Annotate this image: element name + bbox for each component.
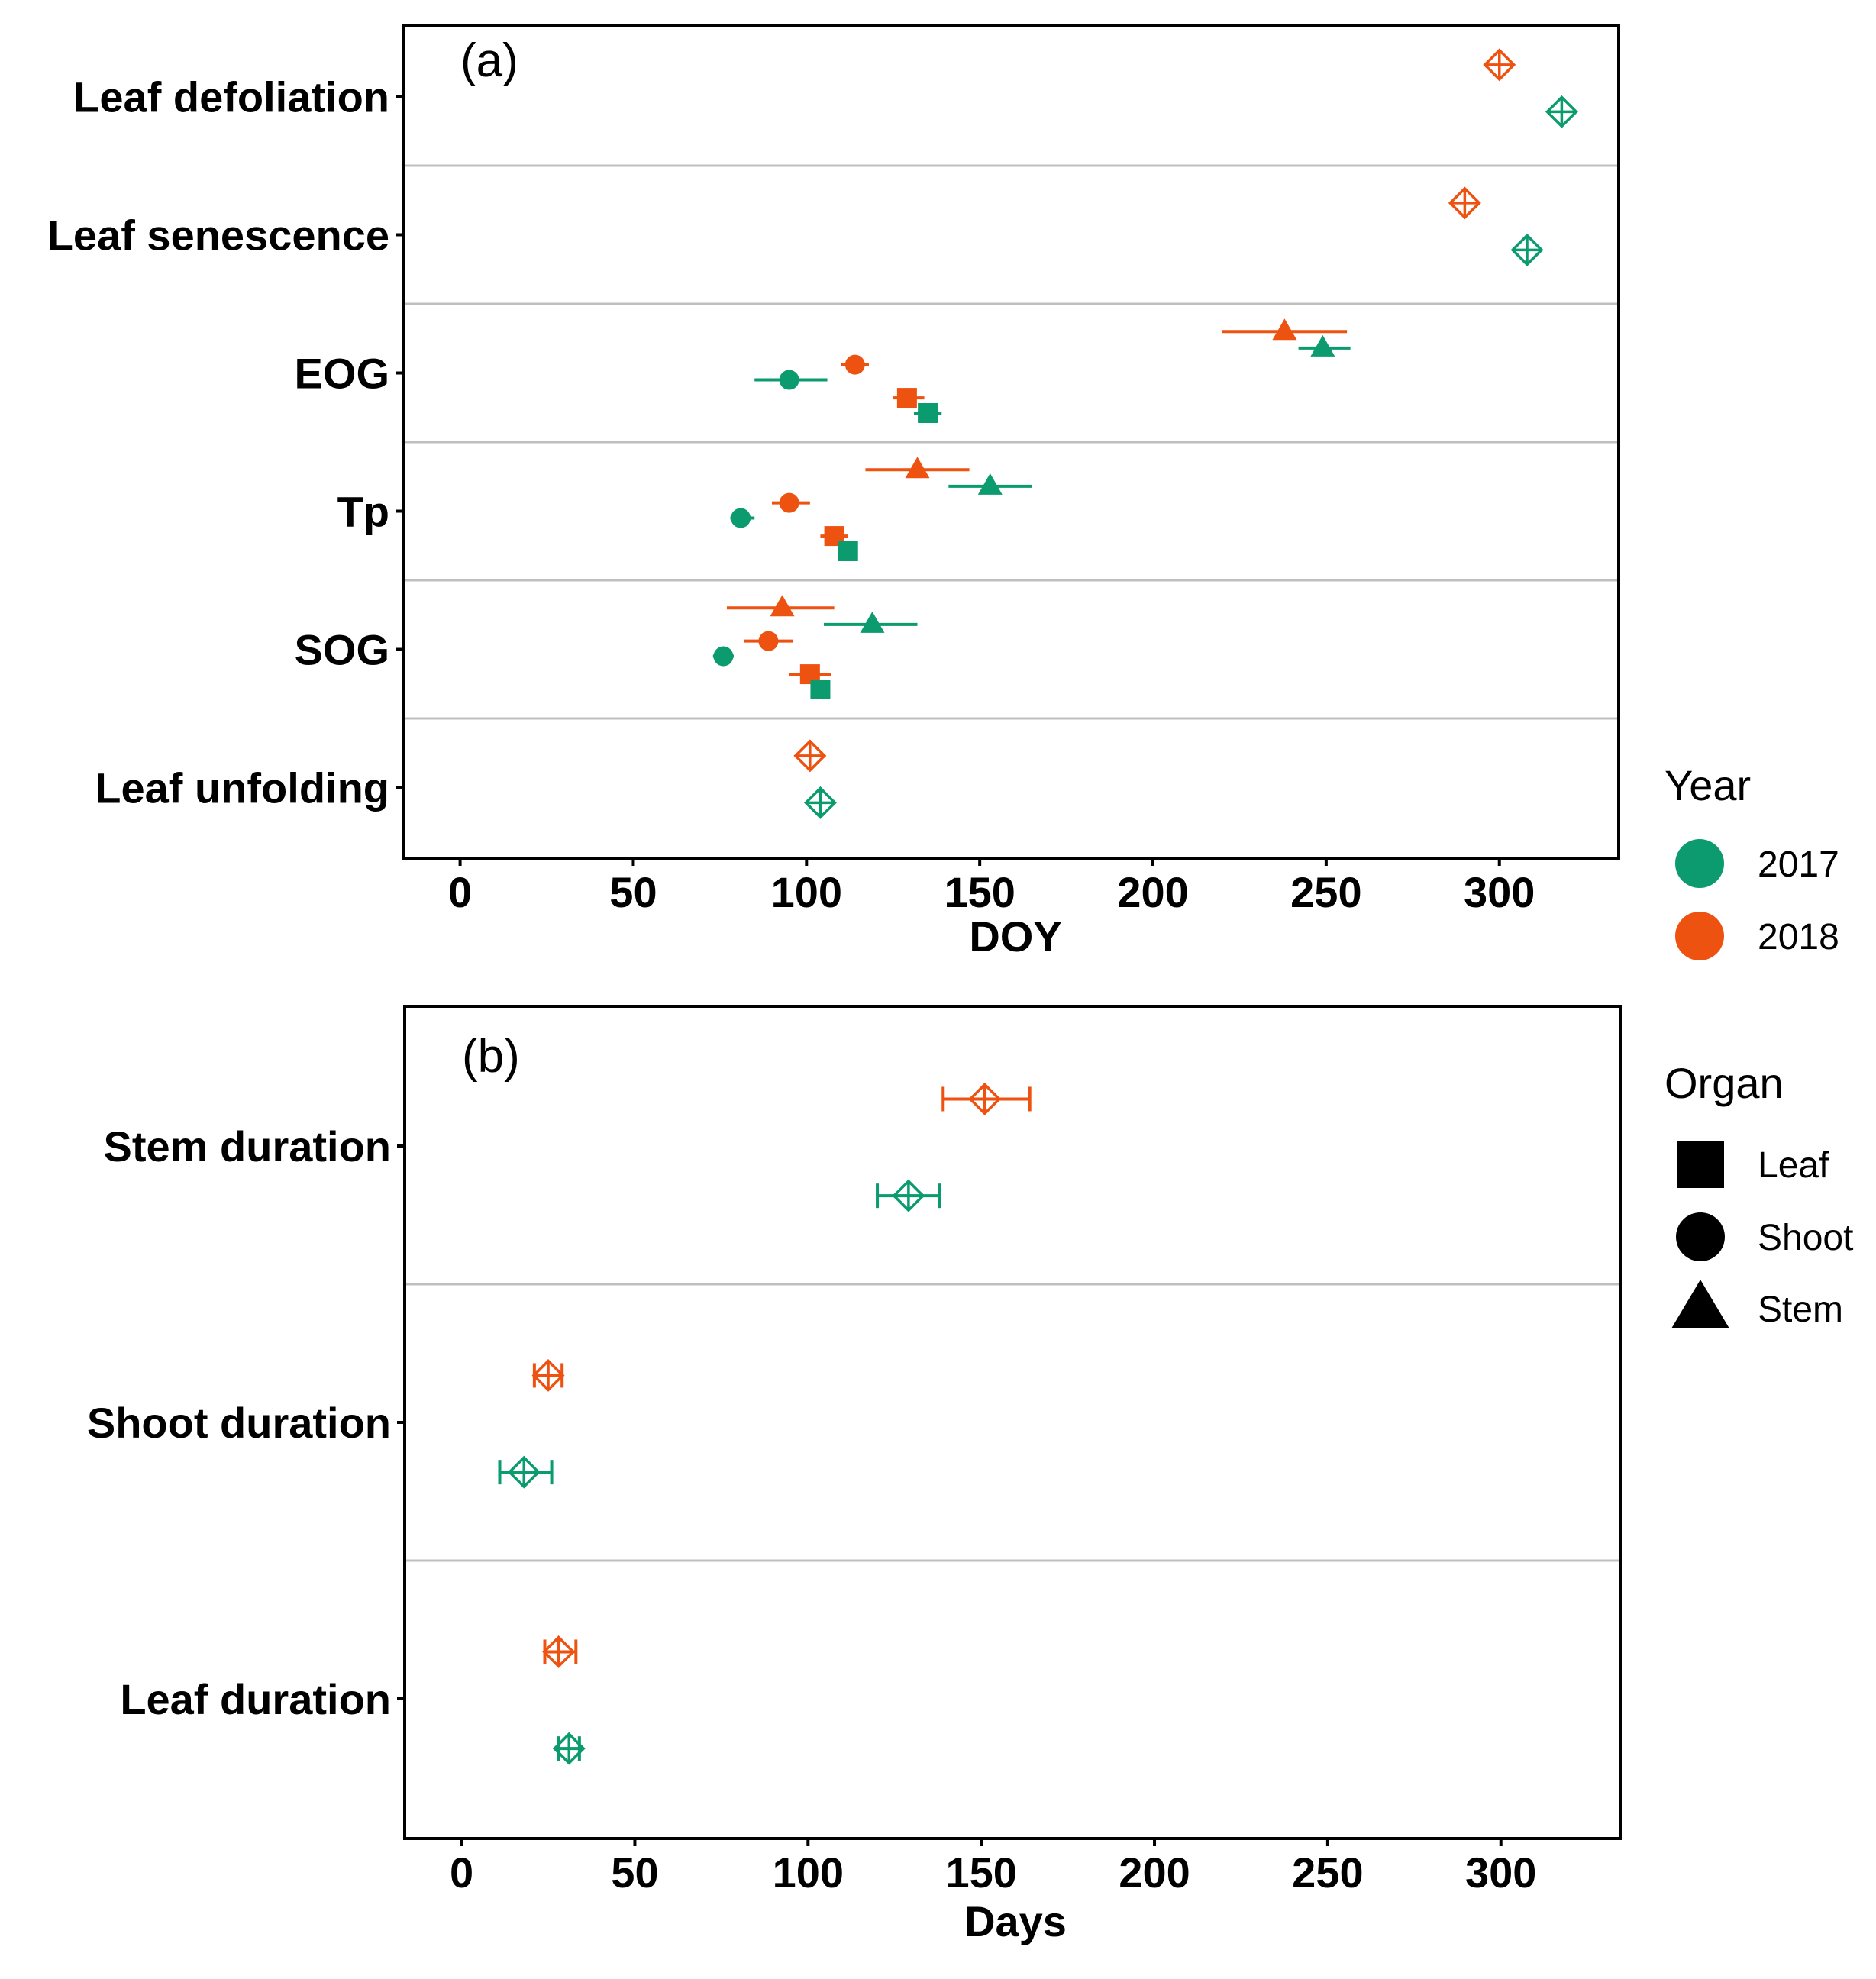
- legend-swatch-stem-triangle: [1671, 1280, 1729, 1328]
- point-leaf-defoliation-observed-2017: [1545, 95, 1578, 128]
- category-label-stem-duration: Stem duration: [104, 1122, 391, 1170]
- panel-a-x-tick-label-100: 100: [771, 868, 842, 916]
- marker-square: [896, 388, 917, 408]
- point-leaf-duration-2017: [552, 1732, 586, 1765]
- legend-organ-title: Organ: [1665, 1059, 1784, 1107]
- panel-a-points: [712, 48, 1578, 819]
- point-shoot-duration-2017: [498, 1455, 554, 1489]
- point-eog-stem-2017: [1298, 334, 1351, 357]
- point-sog-stem-2018: [726, 595, 835, 617]
- point-tp-leaf-2017: [838, 541, 858, 561]
- category-label-leaf-unfolding: Leaf unfolding: [95, 764, 389, 812]
- point-eog-leaf-2018: [893, 388, 925, 408]
- marker-circle: [758, 631, 779, 651]
- legend-swatch-leaf-square: [1677, 1141, 1724, 1188]
- panel-a-category-labels: Leaf defoliation Leaf senescence EOG Tp SOG L…: [47, 73, 405, 812]
- panel-a-x-tick-label-150: 150: [944, 868, 1015, 916]
- category-label-leaf-duration: Leaf duration: [120, 1675, 391, 1723]
- legend-swatch-2018: [1675, 912, 1724, 960]
- point-leaf-duration-2018: [542, 1635, 578, 1668]
- panel-b-separators: [406, 1283, 1619, 1562]
- marker-triangle: [1310, 334, 1335, 357]
- point-tp-shoot-2018: [771, 492, 810, 513]
- panel-b-x-tick-label-100: 100: [773, 1848, 844, 1897]
- panel-a-x-tick-label-250: 250: [1290, 868, 1361, 916]
- marker-square: [918, 402, 938, 423]
- panel-b-x-tick-label-50: 50: [611, 1848, 658, 1897]
- point-shoot-duration-2018: [531, 1358, 565, 1392]
- panel-a-label: (a): [460, 34, 518, 87]
- panel-b-x-axis: 0 50 100 150 200 250 300: [450, 1837, 1536, 1897]
- panel-b-x-tick-label-150: 150: [945, 1848, 1016, 1897]
- point-eog-shoot-2017: [754, 370, 828, 390]
- marker-triangle: [770, 595, 795, 617]
- marker-triangle: [905, 457, 930, 479]
- panel-b-label: (b): [462, 1030, 520, 1083]
- marker-square: [838, 541, 858, 561]
- point-sog-shoot-2018: [744, 631, 793, 651]
- legend-swatch-shoot-circle: [1676, 1212, 1725, 1261]
- panel-b-x-tick-label-0: 0: [450, 1848, 473, 1897]
- marker-circle: [779, 370, 799, 390]
- point-leaf-senescence-observed-2018: [1448, 186, 1481, 220]
- point-sog-leaf-2017: [810, 679, 831, 699]
- point-stem-duration-2018: [941, 1082, 1032, 1115]
- category-label-tp: Tp: [337, 488, 389, 536]
- legend-label-2017: 2017: [1758, 844, 1839, 885]
- category-label-shoot-duration: Shoot duration: [87, 1399, 391, 1447]
- panel-a-x-axis: 0 50 100 150 200 250 300: [448, 857, 1535, 916]
- panel-b-category-labels: Stem duration Shoot duration Leaf duration: [87, 1122, 406, 1723]
- category-label-leaf-senescence: Leaf senescence: [47, 211, 389, 260]
- marker-square: [810, 679, 831, 699]
- point-eog-shoot-2018: [841, 354, 869, 375]
- legend-label-stem: Stem: [1758, 1290, 1843, 1330]
- panel-b-x-tick-label-200: 200: [1119, 1848, 1190, 1897]
- point-eog-stem-2018: [1222, 318, 1348, 341]
- panel-a-plot: (a) Leaf defoliation Leaf senescence EOG Tp…: [47, 24, 1620, 960]
- legend-year-title: Year: [1665, 761, 1751, 809]
- marker-circle: [713, 646, 734, 667]
- marker-triangle: [860, 611, 885, 633]
- panel-b-points: [498, 1082, 1032, 1765]
- point-tp-stem-2017: [948, 473, 1032, 495]
- panel-b-x-tick-label-300: 300: [1465, 1848, 1536, 1897]
- marker-circle: [731, 508, 751, 528]
- panel-a-separators: [405, 164, 1617, 720]
- panel-a-x-tick-label-300: 300: [1464, 868, 1535, 916]
- point-sog-shoot-2017: [712, 646, 735, 667]
- point-eog-leaf-2017: [913, 402, 942, 423]
- legend-swatch-2017: [1675, 839, 1724, 888]
- category-label-eog: EOG: [295, 350, 389, 398]
- panel-a-x-tick-label-0: 0: [448, 868, 472, 916]
- point-tp-stem-2018: [865, 457, 970, 479]
- category-label-leaf-defoliation: Leaf defoliation: [73, 73, 389, 121]
- panel-b-x-axis-title: Days: [964, 1897, 1067, 1945]
- marker-circle: [844, 354, 865, 375]
- panel-b-x-tick-label-250: 250: [1292, 1848, 1363, 1897]
- panel-b-plot: (b) Stem duration Shoot duration Leaf dura…: [87, 1005, 1622, 1945]
- legend-year: Year 2017 2018: [1665, 761, 1839, 960]
- legend-label-leaf: Leaf: [1758, 1145, 1829, 1186]
- panel-a-x-tick-label-50: 50: [609, 868, 657, 916]
- point-stem-duration-2017: [876, 1179, 941, 1212]
- point-sog-stem-2017: [823, 611, 918, 633]
- marker-circle: [779, 492, 799, 513]
- point-leaf-defoliation-observed-2018: [1483, 48, 1516, 82]
- point-leaf-unfolding-observed-2017: [803, 786, 837, 819]
- point-tp-shoot-2017: [730, 508, 755, 528]
- legend-label-shoot: Shoot: [1758, 1218, 1853, 1258]
- marker-triangle: [977, 473, 1003, 495]
- legend-label-2018: 2018: [1758, 917, 1839, 957]
- point-leaf-unfolding-observed-2018: [793, 739, 827, 773]
- panel-a-x-axis-title: DOY: [969, 912, 1061, 960]
- point-leaf-senescence-observed-2017: [1510, 233, 1544, 266]
- marker-triangle: [1272, 318, 1297, 341]
- panel-a-x-tick-label-200: 200: [1117, 868, 1188, 916]
- category-label-sog: SOG: [295, 626, 389, 674]
- panel-b-frame: [403, 1005, 1622, 1840]
- legend-organ: Organ Leaf Shoot Stem: [1665, 1059, 1853, 1330]
